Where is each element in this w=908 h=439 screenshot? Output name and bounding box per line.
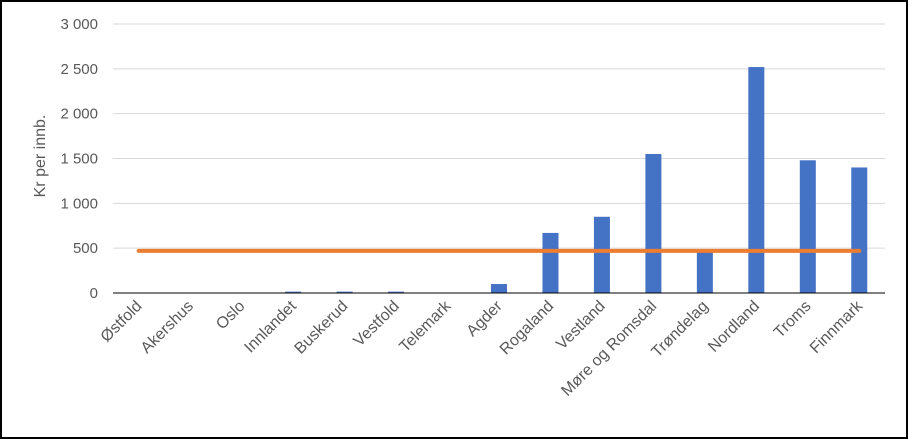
category-label: Trøndelag <box>649 298 712 361</box>
category-label: Vestfold <box>351 298 403 350</box>
category-label: Telemark <box>396 297 455 356</box>
y-tick-label: 0 <box>90 285 98 302</box>
category-label: Nordland <box>705 298 763 356</box>
y-tick-label: 2 000 <box>60 106 98 123</box>
bar <box>748 67 765 293</box>
bar <box>542 232 559 293</box>
category-label: Innlandet <box>241 297 300 356</box>
y-tick-label: 2 500 <box>60 61 98 78</box>
bar <box>388 291 405 293</box>
bar <box>336 291 353 293</box>
category-label: Buskerud <box>292 298 352 358</box>
y-tick-label: 1 000 <box>60 195 98 212</box>
bar <box>851 167 868 293</box>
y-tick-label: 1 500 <box>60 151 98 168</box>
y-tick-label: 500 <box>73 240 98 257</box>
y-tick-label: 3 000 <box>60 16 98 33</box>
bar-series <box>285 67 868 293</box>
category-label: Rogaland <box>497 298 557 358</box>
bar <box>285 291 302 293</box>
category-label: Finnmark <box>807 297 867 357</box>
bar <box>799 160 816 293</box>
gridlines <box>113 23 885 249</box>
bar <box>645 154 662 293</box>
category-label: Troms <box>771 298 815 342</box>
category-label: Østfold <box>98 298 146 346</box>
category-label: Agder <box>464 297 507 340</box>
bar <box>593 216 610 293</box>
category-label: Møre og Romsdal <box>558 298 660 400</box>
bar <box>491 284 507 293</box>
category-label: Oslo <box>213 298 248 333</box>
y-axis-label: Kr per innb. <box>32 115 49 198</box>
bar <box>696 250 713 293</box>
y-tick-labels: 0 500 1 000 1 500 2 000 2 500 3 000 <box>60 16 98 302</box>
category-label: Akershus <box>138 298 197 357</box>
